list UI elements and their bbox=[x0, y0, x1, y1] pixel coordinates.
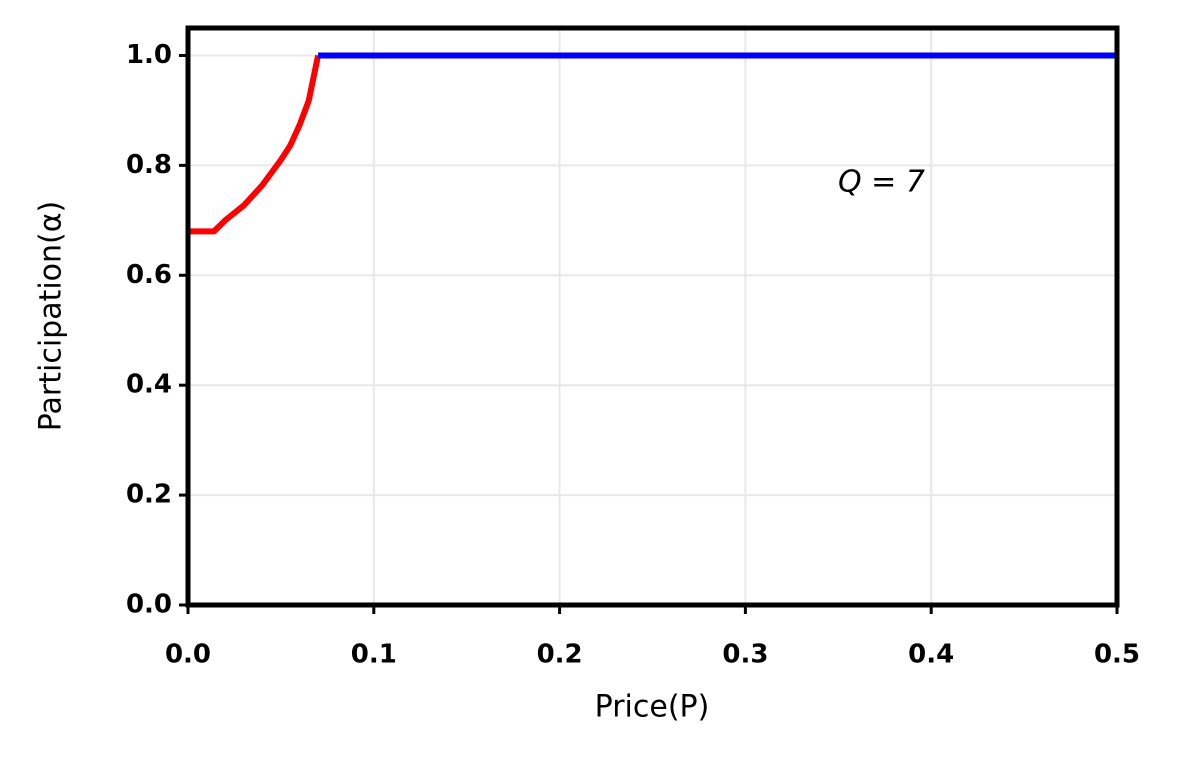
y-axis-label: Participation(α) bbox=[34, 201, 69, 431]
x-tick-label: 0.1 bbox=[351, 640, 397, 670]
y-tick-label: 0.2 bbox=[126, 480, 172, 510]
x-tick-label: 0.5 bbox=[1094, 640, 1140, 670]
y-tick-label: 0.0 bbox=[126, 590, 172, 620]
y-tick-label: 0.6 bbox=[126, 260, 172, 290]
plot-frame bbox=[185, 25, 1120, 608]
y-tick-label: 1.0 bbox=[126, 40, 172, 70]
annotation: Q = 7 bbox=[838, 165, 925, 200]
x-tick-label: 0.2 bbox=[537, 640, 583, 670]
y-tick-label: 0.4 bbox=[126, 370, 172, 400]
y-tick-label: 0.8 bbox=[126, 150, 172, 180]
x-axis-label: Price(P) bbox=[595, 690, 710, 725]
x-tick-label: 0.0 bbox=[165, 640, 211, 670]
x-tick-label: 0.3 bbox=[722, 640, 768, 670]
series-line bbox=[188, 54, 321, 235]
x-tick-label: 0.4 bbox=[908, 640, 954, 670]
